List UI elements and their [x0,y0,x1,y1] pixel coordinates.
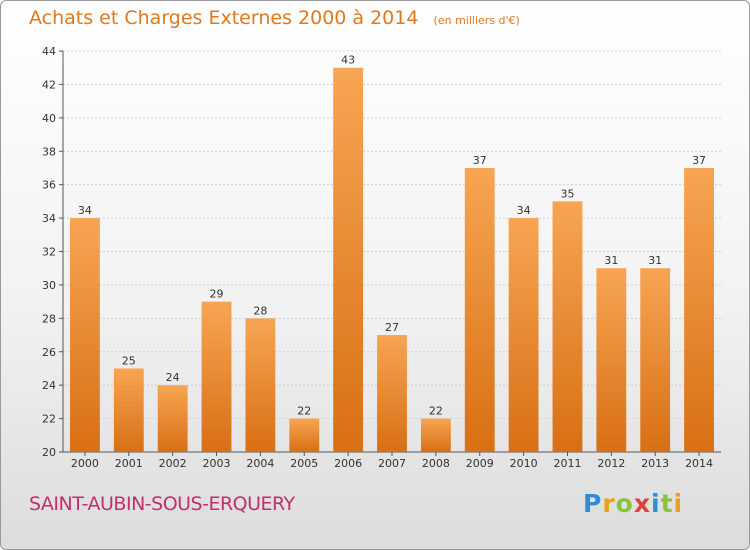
y-tick-label: 36 [42,179,56,192]
y-tick-label: 30 [42,279,56,292]
x-tick-label: 2004 [246,457,274,470]
bar [684,167,714,453]
logo-letter: t [660,489,674,518]
bar-value-label: 34 [78,204,92,217]
bar-value-label: 28 [253,304,267,317]
y-tick-label: 44 [42,45,56,58]
logo-letter: P [583,489,603,518]
y-tick-label: 24 [42,379,56,392]
place-name: SAINT-AUBIN-SOUS-ERQUERY [29,493,295,515]
bar [508,218,539,452]
x-tick-label: 2011 [553,457,581,470]
bar-value-label: 22 [297,405,311,418]
y-tick-label: 42 [42,78,56,91]
bar [245,318,276,452]
value-labels: 34 25 24 29 28 22 43 27 22 37 34 35 31 31 37 [78,54,706,418]
x-tick-label: 2014 [685,457,713,470]
bars [70,67,714,453]
bar [464,167,495,453]
bar-value-label: 27 [385,321,399,334]
bar [70,218,100,452]
chart-title: Achats et Charges Externes 2000 à 2014 [29,7,419,29]
x-tick-label: 2000 [71,457,99,470]
x-tick-label: 2003 [203,457,231,470]
bar [333,67,364,452]
x-tick-label: 2002 [159,457,187,470]
logo-letter: o [615,489,634,518]
logo-letter: i [651,489,661,518]
y-tick-label: 38 [42,145,56,158]
bar-value-label: 37 [692,154,706,167]
bar-value-label: 31 [648,254,662,267]
bar [201,301,232,452]
chart-subtitle: (en milliers d'€) [433,14,520,27]
logo-letter: i [673,489,684,518]
bar-value-label: 24 [166,371,180,384]
x-tick-label: 2006 [334,457,362,470]
bar-value-label: 34 [517,204,531,217]
bar-value-label: 35 [560,187,574,200]
bar [420,418,451,452]
y-tick-label: 32 [42,246,56,259]
x-tick-label: 2010 [510,457,538,470]
bar [289,418,320,452]
x-tick-label: 2013 [641,457,669,470]
bar-value-label: 43 [341,54,355,67]
x-tick-label: 2001 [115,457,143,470]
y-tick-label: 20 [42,446,56,459]
logo-letter: x [633,489,651,518]
bar [640,268,671,452]
x-tick-label: 2009 [466,457,494,470]
x-tick-label: 2012 [597,457,625,470]
chart-title-row: Achats et Charges Externes 2000 à 2014 (… [29,7,520,29]
bar-value-label: 22 [429,405,443,418]
bar [596,268,627,452]
bar-value-label: 29 [210,288,224,301]
x-tick-label: 2007 [378,457,406,470]
x-tick-label: 2005 [290,457,318,470]
y-tick-labels: 20 22 24 26 28 30 32 34 36 38 40 42 44 [42,45,56,459]
bar [377,335,407,452]
y-tick-label: 34 [42,212,56,225]
y-tick-label: 40 [42,112,56,125]
y-tick-label: 26 [42,346,56,359]
x-tick-label: 2008 [422,457,450,470]
bar [552,201,583,452]
y-tick-label: 28 [42,312,56,325]
bar [157,385,188,452]
bar-value-label: 37 [473,154,487,167]
y-tick-label: 22 [42,413,56,426]
bar-value-label: 31 [604,254,618,267]
bar-value-label: 25 [122,354,136,367]
x-tick-labels: 2000 2001 2002 2003 2004 2005 2006 2007 2008 2009… [71,457,713,470]
logo-letter: r [602,489,616,518]
bar [113,368,144,452]
proxiti-logo: Proxiti [583,489,683,518]
